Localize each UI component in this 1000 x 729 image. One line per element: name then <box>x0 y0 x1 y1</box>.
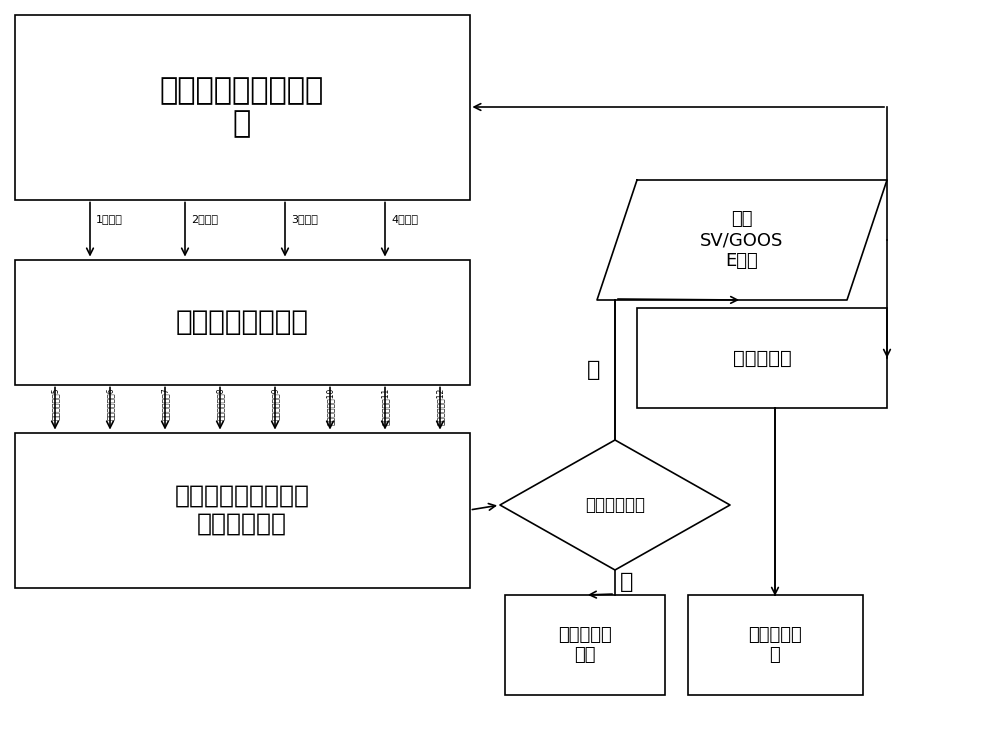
Text: 过程层网络交换机: 过程层网络交换机 <box>176 308 308 336</box>
Text: 4号端口: 4号端口 <box>391 214 418 225</box>
Text: 数据是否正常: 数据是否正常 <box>585 496 645 514</box>
Text: 装置分录端口11: 装置分录端口11 <box>380 388 390 425</box>
Bar <box>505 595 665 695</box>
Text: 装置分录端口8: 装置分录端口8 <box>216 388 224 420</box>
Text: 数字式继电保护测试
仪: 数字式继电保护测试 仪 <box>160 76 324 139</box>
Text: 1号端口: 1号端口 <box>96 214 123 225</box>
Bar <box>14 15 470 200</box>
Bar <box>14 260 470 384</box>
Text: 装置分录端口10: 装置分录端口10 <box>326 388 334 425</box>
Text: 达到要求值: 达到要求值 <box>733 348 791 367</box>
Text: 装置分录端口5: 装置分录端口5 <box>50 388 60 420</box>
Text: 否: 否 <box>620 572 633 593</box>
Bar <box>688 595 862 695</box>
Text: 测试合格结
束: 测试合格结 束 <box>748 625 802 664</box>
Text: 2号端口: 2号端口 <box>191 214 218 225</box>
Text: 装置分录端口9: 装置分录端口9 <box>270 388 280 420</box>
Bar <box>14 432 470 588</box>
Text: 增加
SV/GOOS
E流量: 增加 SV/GOOS E流量 <box>700 210 784 270</box>
Polygon shape <box>597 180 887 300</box>
Text: 装置分录端口12: 装置分录端口12 <box>436 388 444 425</box>
Text: 是: 是 <box>587 360 600 380</box>
Bar <box>637 308 887 408</box>
Text: 装置分录端口6: 装置分录端口6 <box>106 388 114 420</box>
Text: 故障录波及网络报文
记录分析装置: 故障录波及网络报文 记录分析装置 <box>175 484 310 536</box>
Text: 测试不合格
结束: 测试不合格 结束 <box>558 625 612 664</box>
Text: 装置分录端口7: 装置分录端口7 <box>160 388 170 420</box>
Text: 3号端口: 3号端口 <box>291 214 318 225</box>
Polygon shape <box>500 440 730 570</box>
